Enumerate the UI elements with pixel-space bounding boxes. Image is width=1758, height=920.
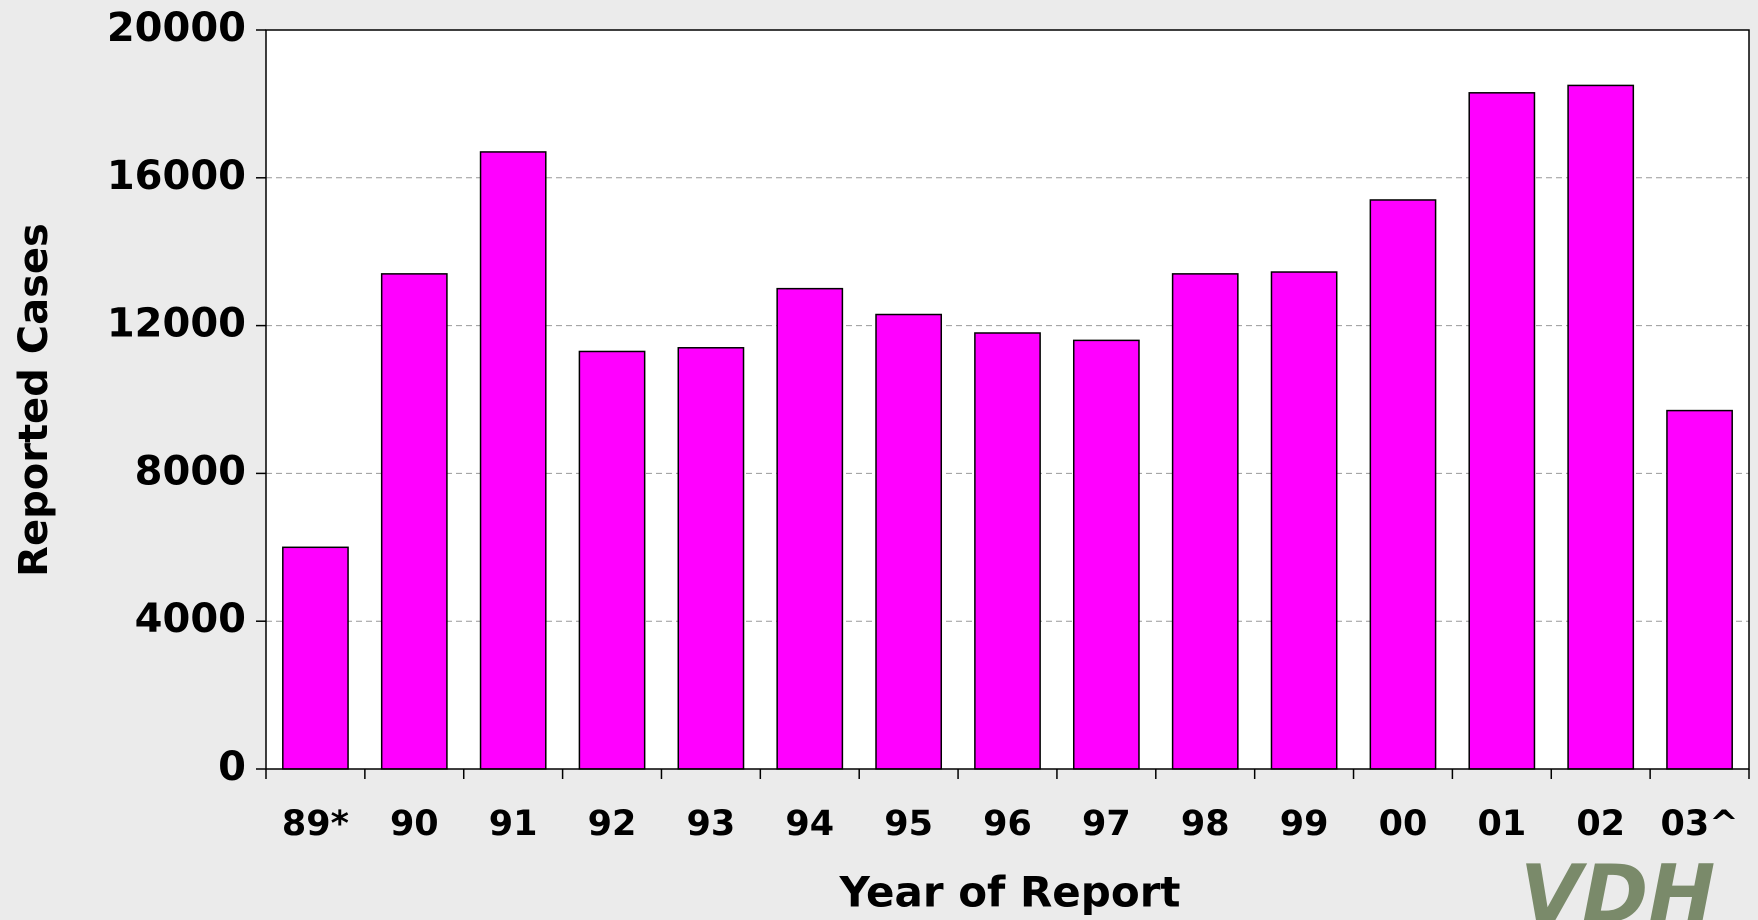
x-tick-label: 01	[1477, 804, 1526, 844]
y-tick-label: 20000	[107, 5, 246, 51]
x-tick-label: 95	[884, 804, 933, 844]
bar	[578, 350, 646, 770]
x-tick-label: 91	[489, 804, 538, 844]
x-tick-label: 97	[1082, 804, 1131, 844]
x-tick-label: 94	[785, 804, 834, 844]
x-tick-label: 00	[1379, 804, 1428, 844]
bar	[677, 347, 745, 770]
y-tick-label: 4000	[135, 596, 246, 642]
bar	[875, 313, 943, 770]
x-tick-label: 93	[687, 804, 736, 844]
bar	[1567, 84, 1635, 770]
x-tick-label: 99	[1280, 804, 1329, 844]
bar	[776, 287, 844, 770]
bar	[974, 332, 1041, 770]
plot-border	[265, 29, 1750, 770]
bar	[1072, 339, 1140, 770]
x-axis-title: Year of Report	[838, 868, 1180, 917]
y-tick-label: 0	[218, 744, 246, 790]
x-tick-label: 90	[390, 804, 439, 844]
x-tick-label: 03^	[1661, 804, 1739, 844]
logo: VDH	[1520, 848, 1715, 920]
x-tick-label: 92	[588, 804, 637, 844]
bar	[479, 151, 547, 770]
y-tick-label: 12000	[107, 301, 246, 347]
bar	[1270, 271, 1338, 770]
bar	[282, 546, 349, 770]
bar	[1369, 199, 1437, 770]
y-axis-title: Reported Cases	[11, 223, 57, 577]
bar	[380, 273, 448, 770]
bar	[1468, 92, 1536, 770]
bar	[1171, 273, 1239, 770]
y-tick-label: 16000	[107, 153, 246, 199]
y-tick-label: 8000	[135, 448, 246, 494]
x-tick-label: 96	[983, 804, 1032, 844]
bar	[1666, 409, 1733, 770]
x-tick-label: 02	[1576, 804, 1625, 844]
x-tick-label: 89*	[282, 804, 349, 844]
x-tick-label: 98	[1181, 804, 1230, 844]
